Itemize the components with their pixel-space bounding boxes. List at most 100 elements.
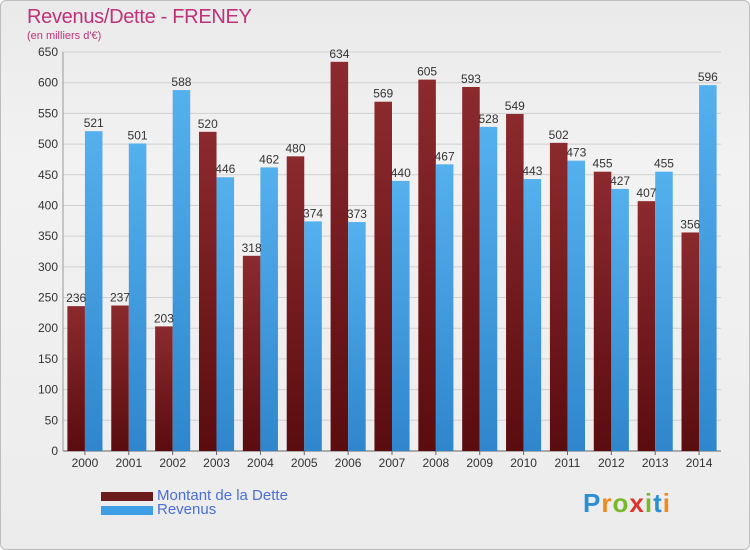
data-label-dette: 480	[285, 141, 305, 155]
data-label-dette: 605	[417, 65, 437, 79]
bar-revenus	[523, 179, 542, 451]
bar-dette	[155, 326, 173, 451]
data-label-revenus: 501	[128, 128, 148, 142]
bar-dette	[593, 171, 612, 451]
data-label-revenus: 373	[347, 207, 367, 221]
bar-dette	[198, 131, 217, 452]
data-label-dette: 318	[242, 241, 262, 255]
data-label-revenus: 473	[566, 146, 586, 160]
data-labels-group: 236 521 237 501 203 588 520 446 318 462 480 374 634 3…	[66, 47, 718, 326]
x-tick-label: 2012	[598, 456, 625, 470]
bar-revenus	[699, 85, 717, 451]
bar-dette	[374, 101, 392, 452]
y-tick-label: 300	[38, 260, 58, 274]
y-tick-label: 650	[38, 45, 58, 59]
chart-title: Revenus/Dette - FRENEY	[27, 6, 252, 28]
data-label-dette: 407	[636, 186, 656, 200]
legend-item-dette: Montant de la Dette	[101, 487, 288, 504]
x-tick-label: 2009	[466, 456, 493, 470]
legend-label-revenus: Revenus	[157, 501, 217, 518]
bar-revenus	[611, 188, 629, 451]
data-label-revenus: 374	[303, 206, 323, 220]
data-label-dette: 236	[66, 291, 86, 305]
legend-label-dette: Montant de la Dette	[157, 487, 288, 504]
bar-dette	[506, 113, 524, 451]
logo-letter: i	[644, 488, 654, 518]
bar-dette	[111, 305, 129, 451]
data-label-revenus: 455	[654, 157, 674, 171]
x-tick-label: 2008	[423, 456, 450, 470]
bar-revenus	[348, 222, 366, 451]
x-tick-label: 2001	[115, 456, 142, 470]
logo-letter: i	[662, 488, 671, 518]
y-tick-label: 350	[38, 229, 58, 243]
data-label-revenus: 528	[478, 112, 498, 126]
data-label-revenus: 596	[698, 70, 718, 84]
x-tick-label: 2000	[72, 456, 99, 470]
data-label-dette: 237	[110, 291, 130, 305]
legend-swatch-revenus	[101, 505, 153, 515]
x-tick-label: 2002	[159, 456, 186, 470]
logo-letter: o	[612, 488, 630, 518]
bar-dette	[681, 232, 700, 451]
bar-revenus	[84, 131, 103, 451]
bar-revenus	[172, 90, 191, 451]
data-label-dette: 203	[154, 311, 174, 325]
bar-revenus	[216, 177, 235, 451]
y-tick-label: 100	[38, 383, 58, 397]
logo-letter: P	[583, 488, 602, 518]
data-label-revenus: 443	[522, 164, 542, 178]
x-tick-label: 2011	[555, 456, 581, 470]
bar-revenus	[567, 160, 586, 452]
logo-letter: r	[601, 488, 613, 518]
bar-revenus	[392, 180, 410, 451]
data-label-dette: 502	[549, 128, 569, 142]
data-label-dette: 549	[505, 99, 525, 113]
data-label-dette: 455	[593, 157, 613, 171]
x-tick-label: 2004	[247, 456, 274, 470]
y-tick-label: 250	[38, 291, 58, 305]
legend-swatch-dette	[101, 491, 153, 501]
bar-dette	[242, 255, 261, 451]
data-label-revenus: 446	[215, 162, 235, 176]
y-tick-label: 450	[38, 168, 58, 182]
x-tick-label: 2007	[379, 456, 406, 470]
x-axis: 2000 2001 2002 2003 2004 2005 2006 2007 2008 2009…	[72, 451, 713, 470]
bar-revenus	[435, 164, 454, 451]
chart-subtitle: (en milliers d'€)	[27, 30, 102, 42]
y-tick-label: 200	[38, 321, 58, 335]
legend-item-revenus: Revenus	[101, 501, 216, 518]
data-label-dette: 593	[461, 72, 481, 86]
data-label-dette: 356	[680, 217, 700, 231]
data-label-revenus: 521	[84, 116, 104, 130]
bar-dette	[549, 142, 568, 451]
x-tick-label: 2010	[510, 456, 537, 470]
bar-dette	[462, 86, 480, 451]
y-tick-label: 400	[38, 198, 58, 212]
proxiti-logo: Proxiti	[583, 488, 671, 519]
bar-dette	[418, 79, 436, 451]
bars-group	[67, 61, 717, 452]
bar-dette	[67, 306, 85, 451]
bar-dette	[637, 201, 656, 451]
x-tick-label: 2003	[203, 456, 230, 470]
x-tick-label: 2005	[291, 456, 318, 470]
y-tick-label: 50	[45, 413, 59, 427]
bar-dette	[286, 156, 305, 451]
data-label-revenus: 588	[171, 75, 191, 89]
bar-revenus	[655, 171, 673, 451]
y-tick-label: 550	[38, 106, 58, 120]
bar-revenus	[128, 143, 147, 451]
x-tick-label: 2006	[335, 456, 362, 470]
data-label-dette: 520	[198, 117, 218, 131]
bar-revenus	[304, 221, 322, 451]
y-axis: 0 50 100 150 200 250 300 350 400 450 500 550 600 650	[38, 45, 721, 458]
y-tick-label: 500	[38, 137, 58, 151]
data-label-revenus: 462	[259, 152, 279, 166]
bar-revenus	[479, 126, 498, 452]
logo-letter: x	[629, 488, 645, 518]
logo-letter: t	[653, 488, 663, 518]
x-tick-label: 2013	[642, 456, 669, 470]
